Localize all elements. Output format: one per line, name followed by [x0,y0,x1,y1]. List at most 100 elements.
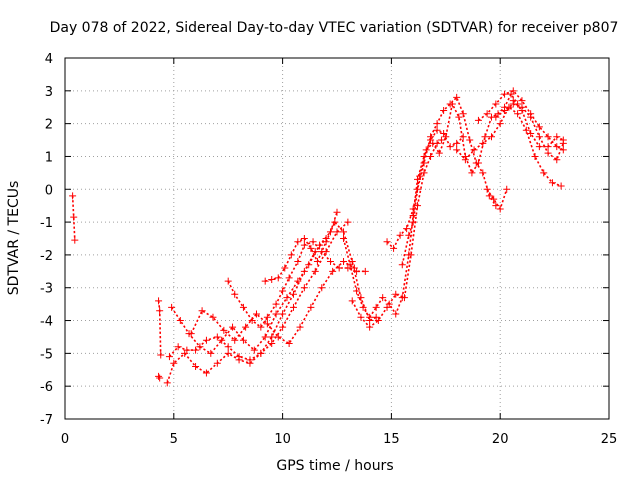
data-point [361,267,369,275]
series-arc-g [187,257,358,348]
data-point [544,149,552,157]
data-point [383,238,391,246]
data-point [329,267,337,275]
data-point [346,261,354,269]
data-point [427,152,435,160]
series-trace [170,211,338,355]
data-point [496,205,504,213]
y-tick-label: -1 [40,216,53,231]
y-tick-labels: -7 -6 -5 -4 -3 -2 -1 0 1 2 3 4 [40,52,53,428]
data-point [435,149,443,157]
data-point [479,139,487,147]
data-point [305,261,313,269]
y-tick-label: 1 [45,150,53,165]
data-point [224,343,232,351]
data-point [446,100,454,108]
data-point [429,139,437,147]
x-tick-label: 20 [492,432,509,447]
data-point [209,313,217,321]
data-point [479,169,487,177]
series-arc-o [474,87,567,154]
data-point [261,333,269,341]
x-tick-label: 5 [170,432,178,447]
data-point [333,208,341,216]
data-point [374,317,382,325]
grid-lines [65,58,609,419]
data-point [437,136,445,144]
x-tick-label: 0 [61,432,69,447]
data-point [535,143,543,151]
data-point [433,126,441,134]
series-arc-b [155,297,165,359]
data-point [359,303,367,311]
data-point [400,294,408,302]
data-point [326,257,334,265]
data-point [553,133,561,141]
data-point [279,310,287,318]
y-axis-label: SDTVAR / TECUs [6,181,22,296]
data-point [261,277,269,285]
data-point [405,231,413,239]
data-point [300,235,308,242]
data-point [187,330,195,338]
data-point [544,143,552,151]
series-arc-d [163,218,352,387]
x-tick-labels: 0 5 10 15 20 25 [61,432,617,447]
data-point [307,303,315,311]
data-point [274,333,282,341]
data-series [69,87,567,387]
data-point [229,323,237,331]
data-point [300,241,308,249]
data-point [340,228,348,236]
data-point [165,353,173,361]
data-point [192,346,200,354]
data-point [420,159,428,167]
data-point [196,343,204,351]
data-point [501,90,509,98]
series-trace [486,188,508,210]
data-point [505,103,513,111]
data-point [409,218,417,226]
y-tick-label: 4 [45,52,53,67]
y-tick-label: -6 [40,380,53,395]
series-arc-f [168,208,341,357]
series-arc-a [69,192,79,244]
data-point [296,323,304,331]
data-point [313,257,321,265]
data-point [501,107,509,115]
data-point [192,362,200,370]
data-point [461,156,469,164]
data-point [220,326,228,334]
data-point [548,179,556,187]
data-point [156,307,164,315]
data-point [553,156,561,164]
data-point [157,351,165,359]
series-arc-m [398,93,500,269]
data-point [383,303,391,311]
data-point [316,241,324,249]
data-point [307,244,315,252]
data-point [440,107,448,115]
series-arc-i [261,218,380,325]
series-trace [227,241,366,328]
data-point [487,133,495,141]
data-point [248,317,256,325]
data-point [335,264,343,272]
series-arc-q [509,97,567,151]
data-point [268,333,276,341]
x-axis-label: GPS time / hours [276,458,393,474]
data-point [70,213,78,221]
data-point [333,228,341,236]
series-trace [190,260,355,345]
data-point [213,333,221,341]
data-point [509,97,517,105]
series-arc-c [155,372,164,382]
data-point [446,143,454,151]
data-point [300,284,308,292]
series-trace [342,129,464,319]
data-point [285,340,293,348]
data-point [224,349,232,357]
data-point [283,294,291,302]
data-point [287,251,295,259]
data-point [357,294,365,302]
